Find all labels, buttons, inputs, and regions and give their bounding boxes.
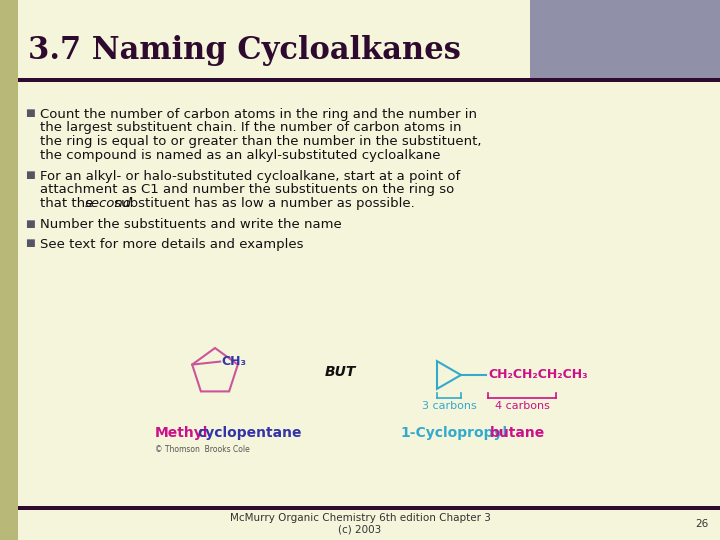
Text: Methyl: Methyl: [155, 426, 208, 440]
Text: 3.7 Naming Cycloalkanes: 3.7 Naming Cycloalkanes: [28, 35, 461, 65]
Bar: [18, 78, 720, 82]
Text: second: second: [84, 197, 132, 210]
Bar: [18, 506, 720, 510]
Text: 1-Cyclopropyl: 1-Cyclopropyl: [400, 426, 507, 440]
Text: that the: that the: [40, 197, 98, 210]
Text: butane: butane: [490, 426, 545, 440]
Text: 4 carbons: 4 carbons: [495, 401, 549, 411]
Text: attachment as C1 and number the substituents on the ring so: attachment as C1 and number the substitu…: [40, 184, 454, 197]
Bar: [530, 0, 720, 78]
Text: Count the number of carbon atoms in the ring and the number in: Count the number of carbon atoms in the …: [40, 108, 477, 121]
Text: BUT: BUT: [324, 365, 356, 379]
Text: 3 carbons: 3 carbons: [422, 401, 477, 411]
Text: For an alkyl- or halo-substituted cycloalkane, start at a point of: For an alkyl- or halo-substituted cycloa…: [40, 170, 460, 183]
Text: ■: ■: [25, 238, 35, 248]
Text: ■: ■: [25, 219, 35, 228]
Text: ■: ■: [25, 170, 35, 180]
Text: the compound is named as an alkyl-substituted cycloalkane: the compound is named as an alkyl-substi…: [40, 148, 441, 161]
Text: CH₂CH₂CH₂CH₃: CH₂CH₂CH₂CH₃: [488, 368, 588, 381]
Text: CH₃: CH₃: [221, 355, 246, 368]
Text: substituent has as low a number as possible.: substituent has as low a number as possi…: [109, 197, 415, 210]
Text: See text for more details and examples: See text for more details and examples: [40, 238, 304, 251]
Bar: [0, 0, 18, 540]
Text: the largest substituent chain. If the number of carbon atoms in: the largest substituent chain. If the nu…: [40, 122, 462, 134]
Text: Number the substituents and write the name: Number the substituents and write the na…: [40, 219, 342, 232]
Text: © Thomson  Brooks Cole: © Thomson Brooks Cole: [155, 445, 250, 454]
Text: McMurry Organic Chemistry 6th edition Chapter 3
(c) 2003: McMurry Organic Chemistry 6th edition Ch…: [230, 513, 490, 535]
Text: 26: 26: [695, 519, 708, 529]
Text: ■: ■: [25, 108, 35, 118]
Text: the ring is equal to or greater than the number in the substituent,: the ring is equal to or greater than the…: [40, 135, 482, 148]
Text: cyclopentane: cyclopentane: [197, 426, 302, 440]
